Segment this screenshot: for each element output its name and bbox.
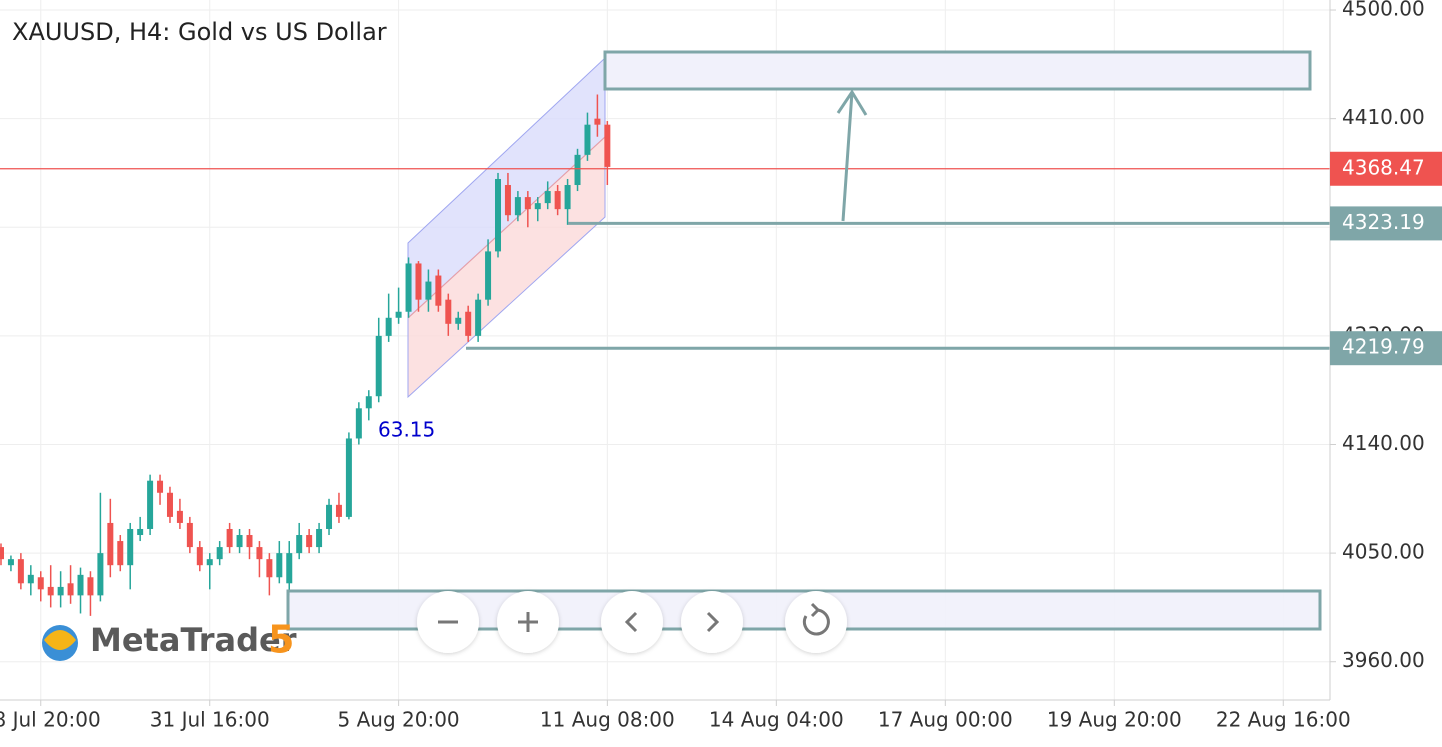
candle-body (445, 299, 452, 324)
price-levels (0, 168, 1330, 350)
candle-body (564, 185, 571, 210)
candle-body (97, 553, 104, 596)
candle-body (306, 535, 313, 548)
candle-body (246, 535, 253, 548)
candle-body (495, 178, 502, 252)
candle-body (87, 577, 94, 596)
candle-body (296, 535, 303, 554)
candle-body (7, 559, 14, 566)
candle-body (286, 553, 293, 584)
candle-body (236, 535, 243, 548)
logo-version: 5 (268, 618, 294, 662)
candle-body (266, 559, 273, 578)
reset-button[interactable] (785, 591, 847, 653)
y-tick-label: 4410.00 (1342, 105, 1425, 129)
candle-body (37, 577, 44, 590)
x-tick-label: 31 Jul 16:00 (150, 708, 270, 732)
candle-body (554, 191, 561, 210)
y-tick-label: 4050.00 (1342, 540, 1425, 564)
candle-body (415, 263, 422, 300)
candle-body (226, 528, 233, 548)
candle-body (425, 281, 432, 300)
candle-body (147, 480, 154, 529)
price-label-box (1330, 151, 1442, 186)
candle-body (395, 311, 402, 318)
candle-body (365, 396, 372, 409)
x-tick-label: 19 Aug 20:00 (1047, 708, 1182, 732)
y-tick-label: 4500.00 (1342, 0, 1425, 21)
candle-body (524, 197, 531, 210)
candle-body (355, 408, 362, 439)
candle-body (385, 317, 392, 336)
y-tick-label: 3960.00 (1342, 648, 1425, 672)
candle-body (216, 547, 223, 560)
x-tick-label: 28 Jul 20:00 (0, 708, 101, 732)
candle-body (67, 583, 74, 596)
candle-body (544, 191, 551, 204)
candle-body (57, 586, 64, 596)
candle-body (584, 124, 591, 155)
price-label-box (1330, 206, 1442, 241)
candle-body (276, 553, 283, 578)
candle-body (574, 154, 581, 186)
zoom-out-button[interactable] (417, 591, 479, 653)
candles (0, 94, 611, 616)
candle-body (375, 335, 382, 397)
candle-body (534, 203, 541, 210)
candle-body (485, 251, 492, 300)
scroll-left-button[interactable] (601, 591, 663, 653)
candle-body (604, 124, 611, 167)
scroll-right-button[interactable] (681, 591, 743, 653)
x-tick-label: 14 Aug 04:00 (709, 708, 844, 732)
candle-body (345, 438, 352, 517)
candle-body (335, 504, 342, 517)
candle-body (47, 586, 54, 596)
x-tick-label: 5 Aug 20:00 (338, 708, 460, 732)
candle-body (256, 547, 263, 560)
chart-title: XAUUSD, H4: Gold vs US Dollar (12, 18, 387, 46)
price-label: 4368.47 (1342, 155, 1425, 179)
candle-body (107, 522, 114, 566)
candle-body (137, 528, 144, 536)
y-tick-label: 4140.00 (1342, 431, 1425, 455)
price-label: 4219.79 (1342, 335, 1425, 359)
candle-body (117, 541, 124, 566)
candle-body (176, 510, 183, 523)
arrow (836, 89, 868, 222)
annotation: 63.15 (378, 418, 435, 442)
candle-body (157, 480, 164, 493)
x-tick-label: 22 Aug 16:00 (1216, 708, 1351, 732)
candle-body (504, 185, 511, 216)
candle-body (594, 118, 601, 125)
candle-body (514, 197, 521, 216)
x-tick-label: 11 Aug 08:00 (540, 708, 675, 732)
zoom-in-button[interactable] (497, 591, 559, 653)
candle-body (127, 528, 134, 566)
logo-icon-shape (44, 630, 76, 650)
logo-name: MetaTrader (90, 621, 297, 659)
candle-body (206, 559, 213, 566)
candle-body (17, 559, 24, 584)
price-label-box (1330, 331, 1442, 366)
candle-body (186, 522, 193, 548)
candle-body (435, 275, 442, 306)
candle-body (166, 492, 173, 517)
candle-body (475, 299, 482, 336)
candle-body (465, 311, 472, 336)
candle-body (0, 547, 4, 560)
target-box (603, 50, 1312, 91)
candle-body (455, 317, 462, 324)
candle-body (77, 574, 84, 596)
candle-body (405, 263, 412, 312)
logo: MetaTrader 5 (42, 618, 297, 662)
candle-body (27, 574, 34, 584)
candle-body (316, 528, 323, 548)
candle-body (196, 547, 203, 566)
candle-body (326, 504, 333, 529)
x-tick-label: 17 Aug 00:00 (878, 708, 1013, 732)
price-label: 4323.19 (1342, 210, 1425, 234)
